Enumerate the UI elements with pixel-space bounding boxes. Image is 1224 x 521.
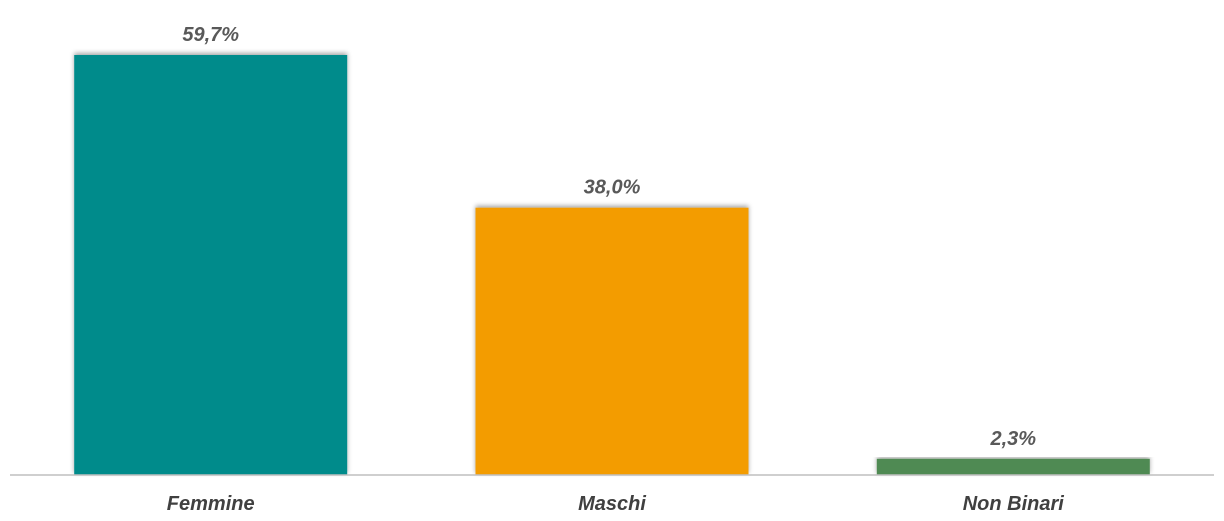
category-label-non-binari: Non Binari — [963, 493, 1065, 515]
value-label-non-binari: 2,3% — [990, 428, 1037, 450]
value-label-maschi: 38,0% — [584, 177, 641, 199]
bar-non-binari — [876, 458, 1150, 475]
bars-layer — [74, 55, 1150, 475]
value-label-femmine: 59,7% — [182, 24, 239, 46]
bar-maschi — [475, 207, 749, 475]
value-labels-layer: 59,7% 38,0% 2,3% — [182, 24, 1036, 450]
category-label-maschi: Maschi — [578, 493, 646, 515]
category-labels-layer: Femmine Maschi Non Binari — [167, 493, 1065, 515]
category-label-femmine: Femmine — [167, 493, 255, 515]
bar-femmine — [74, 55, 348, 475]
